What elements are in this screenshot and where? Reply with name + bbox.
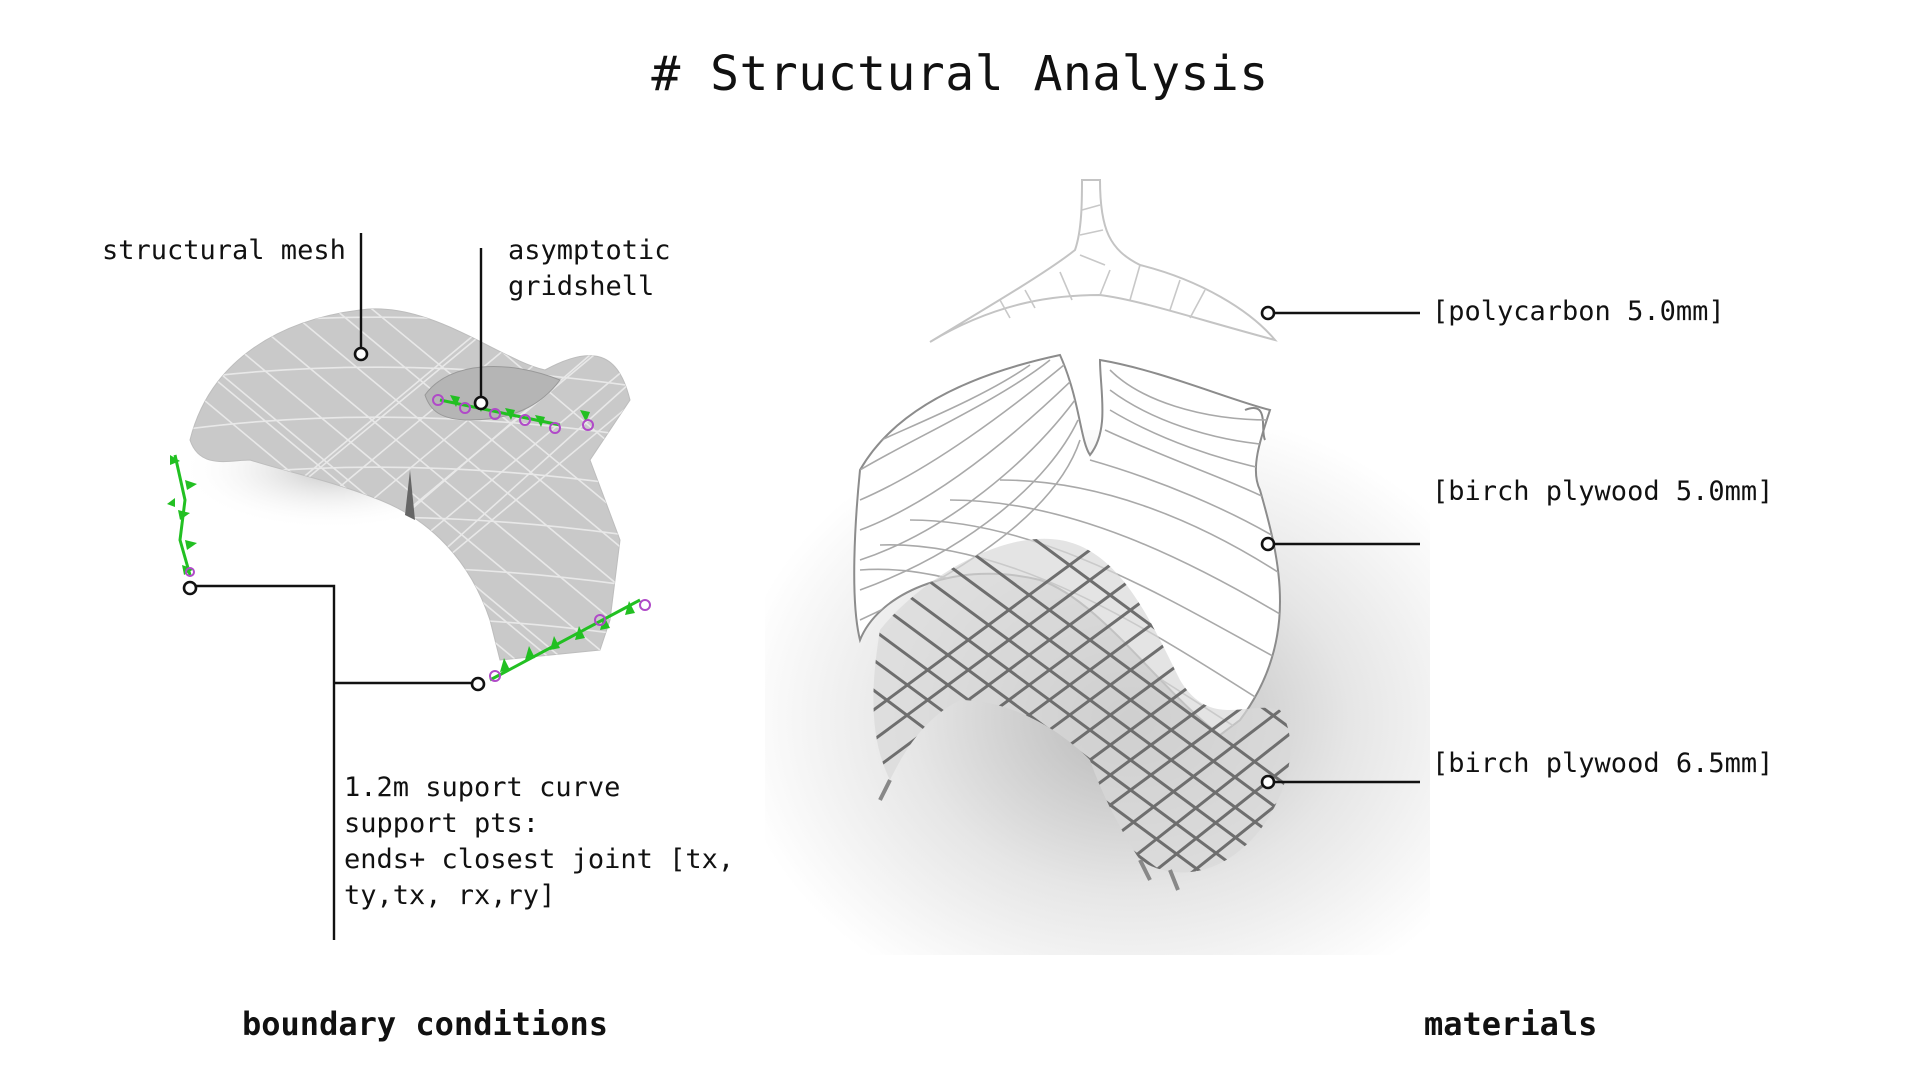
- anchor-support-curve-right: [470, 676, 486, 692]
- support-note-line: ends+ closest joint [tx,: [344, 844, 735, 875]
- anchor-support-curve-left: [182, 580, 198, 596]
- support-note-line: ty,tx, rx,ry]: [344, 880, 556, 911]
- support-note-line: 1.2m suport curve: [344, 772, 621, 803]
- anchor-birch-6-5mm: [1260, 774, 1276, 790]
- section-title-materials: materials: [1424, 1005, 1598, 1043]
- support-note-line: support pts:: [344, 808, 540, 839]
- leader-lines-left: [190, 233, 483, 940]
- section-title-boundary-conditions: boundary conditions: [242, 1005, 609, 1043]
- leader-lines-right: [1270, 311, 1420, 784]
- label-polycarbon: [polycarbon 5.0mm]: [1432, 296, 1725, 327]
- label-birch-plywood-6-5mm: [birch plywood 6.5mm]: [1432, 748, 1774, 779]
- support-note: 1.2m suport curve support pts: ends+ clo…: [344, 770, 734, 914]
- page-title: # Structural Analysis: [651, 46, 1269, 102]
- materials-exploded-drawing: [765, 179, 1430, 955]
- anchor-polycarbon: [1260, 305, 1276, 321]
- anchor-structural-mesh: [353, 346, 369, 362]
- anchor-asymptotic-gridshell: [473, 395, 489, 411]
- label-structural-mesh: structural mesh: [102, 235, 346, 266]
- label-asymptotic-line2: gridshell: [508, 271, 655, 302]
- label-asymptotic-line1: asymptotic: [508, 235, 671, 266]
- label-birch-plywood-5mm: [birch plywood 5.0mm]: [1432, 476, 1774, 507]
- anchor-birch-5mm: [1260, 536, 1276, 552]
